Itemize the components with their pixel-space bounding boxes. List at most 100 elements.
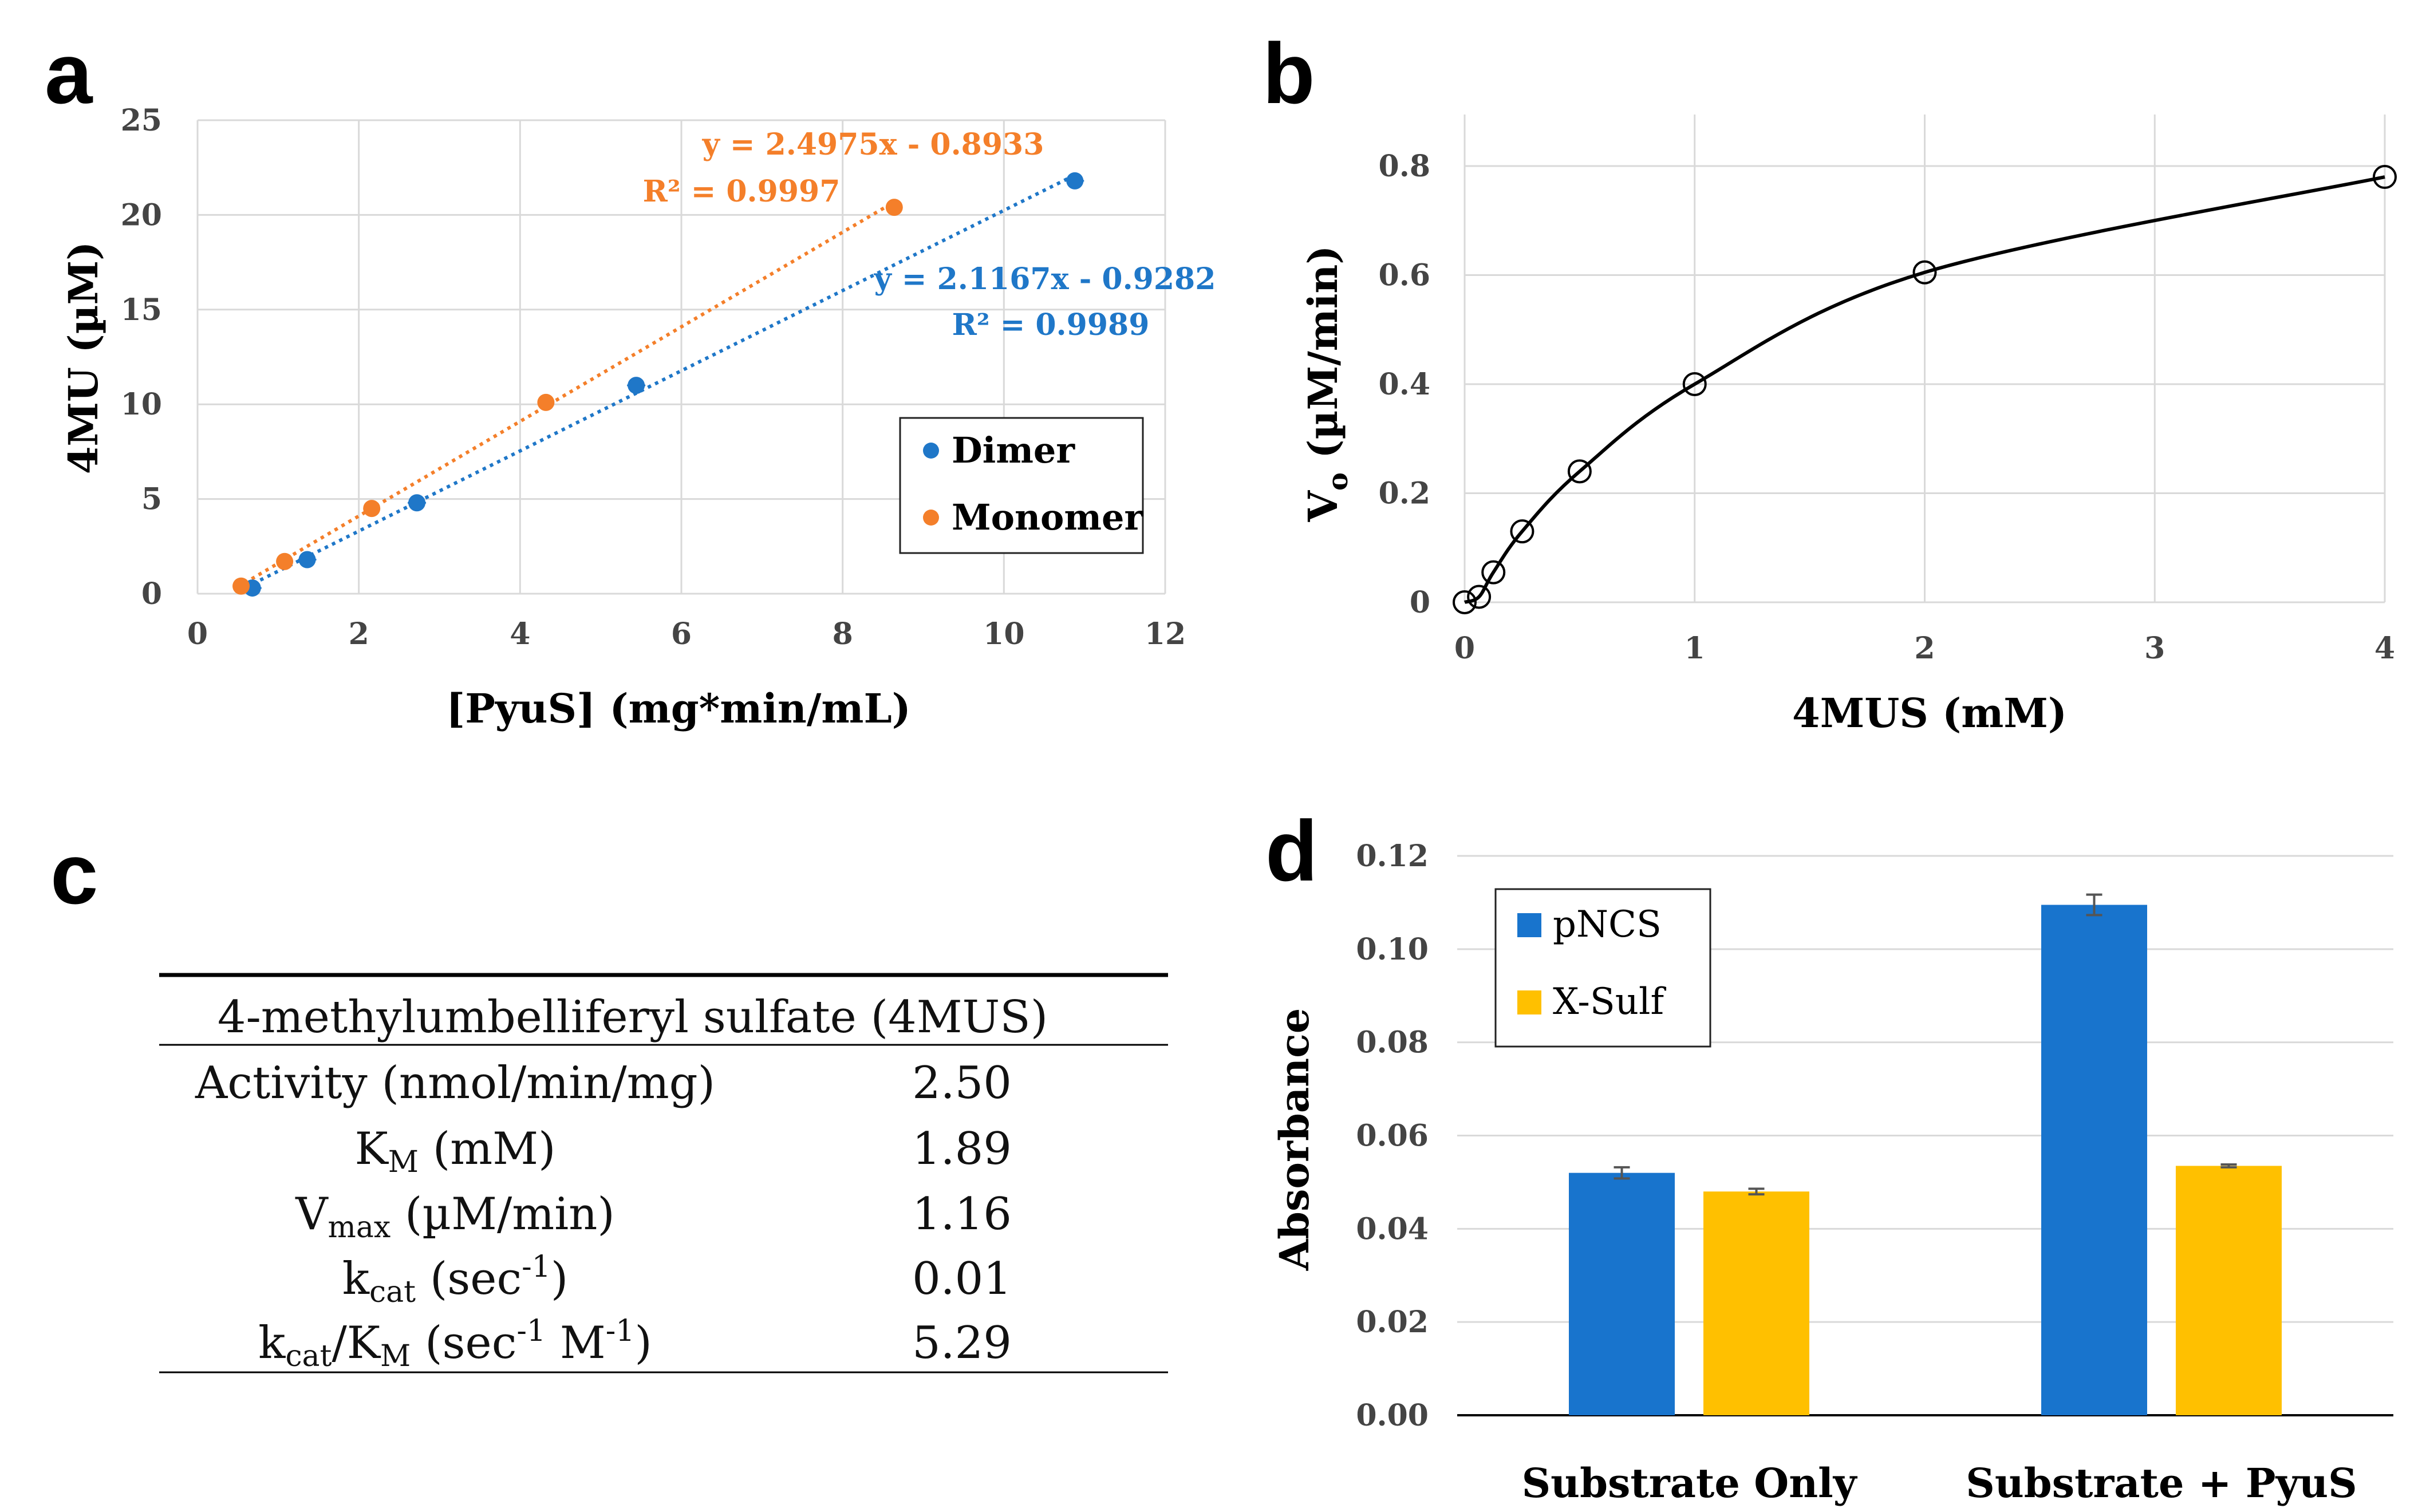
x-tick-label: 4	[510, 617, 530, 652]
x-tick-label: 2	[349, 617, 369, 652]
table-header: 4-methylumbelliferyl sulfate (4MUS)	[218, 992, 1048, 1043]
x-tick-label: 12	[1145, 617, 1186, 652]
y-tick-label: 0.6	[1379, 258, 1430, 293]
panel-d-ticks: 0.00 0.02 0.04 0.06 0.08 0.10 0.12 Substrate On…	[1356, 839, 2357, 1507]
rate-data-point	[1912, 260, 1937, 285]
legend-dimer-marker	[923, 443, 939, 459]
pncs-bar	[1569, 1173, 1675, 1415]
y-tick-label: 25	[121, 103, 162, 138]
table-row-value: 0.01	[912, 1253, 1012, 1305]
legend-xsulf-swatch	[1517, 990, 1541, 1014]
rate-data-point	[1567, 459, 1592, 484]
dimer-data-point	[298, 551, 316, 569]
dimer-equation: y = 2.1167x - 0.9282	[874, 262, 1216, 297]
panel-a-trendlines	[236, 172, 1078, 589]
monomer-data-point	[232, 577, 250, 595]
panel-d-chart: 0.00 0.02 0.04 0.06 0.08 0.10 0.12 Substrate On…	[1271, 839, 2393, 1507]
legend-monomer-label: Monomer	[952, 496, 1143, 538]
rate-data-point	[1453, 590, 1477, 614]
panel-a-y-title: 4MU (µM)	[60, 242, 107, 475]
panel-letter-a: a	[45, 25, 93, 121]
monomer-trendline	[236, 200, 896, 589]
panel-letter-b: b	[1263, 25, 1315, 121]
y-tick-label: 20	[121, 198, 162, 232]
panel-letter-d: d	[1265, 803, 1318, 899]
category-label: Substrate Only	[1522, 1459, 1858, 1507]
legend-monomer-marker	[923, 510, 939, 526]
rate-data-point	[1481, 560, 1506, 585]
panel-b-chart: 0 1 2 3 4 0 0.2 0.4 0.6 0.8 4MUS (mM) Vo (µM/min)	[1299, 115, 2397, 737]
monomer-data-point	[885, 199, 903, 216]
monomer-r2: R² = 0.9997	[643, 174, 841, 209]
y-tick-label: 0.02	[1356, 1305, 1429, 1340]
table-row-value: 5.29	[912, 1317, 1012, 1369]
dimer-data-point	[628, 377, 645, 394]
panel-d-legend: pNCS X-Sulf	[1494, 888, 1711, 1048]
y-tick-label: 0.2	[1379, 476, 1430, 511]
table-row-value: 1.16	[912, 1189, 1012, 1240]
pncs-bar	[2041, 905, 2147, 1415]
y-tick-label: 0	[1410, 585, 1430, 620]
monomer-equation: y = 2.4975x - 0.8933	[702, 127, 1044, 162]
rate-data-point	[1682, 372, 1707, 396]
dimer-r2: R² = 0.9989	[952, 307, 1150, 342]
x-tick-label: 0	[187, 617, 208, 652]
table-row-value: 1.89	[912, 1123, 1012, 1175]
panel-b-y-title: Vo (µM/min)	[1299, 246, 1354, 523]
panel-a-x-title: [PyuS] (mg*min/mL)	[446, 685, 911, 732]
monomer-data-point	[276, 552, 294, 570]
dimer-data-point	[408, 494, 426, 512]
panel-b-grid	[1463, 115, 2386, 603]
panel-a-legend: Dimer Monomer	[899, 417, 1144, 554]
x-tick-label: 8	[833, 617, 853, 652]
panel-a-ticks: 0 2 4 6 8 10 12 0 5 10 15 20 25	[121, 103, 1186, 652]
x-tick-label: 2	[1914, 631, 1935, 666]
panel-b-x-title: 4MUS (mM)	[1792, 689, 2067, 737]
legend-pncs-label: pNCS	[1553, 903, 1662, 946]
y-tick-label: 0.06	[1356, 1119, 1429, 1154]
y-tick-label: 5	[141, 482, 162, 517]
legend-xsulf-label: X-Sulf	[1553, 981, 1666, 1023]
panel-letter-c: c	[50, 826, 98, 922]
panel-a-chart: 0 2 4 6 8 10 12 0 5 10 15 20 25 y = 2.4975x - 0.8933…	[60, 103, 1216, 732]
y-tick-label: 0.08	[1356, 1025, 1429, 1060]
y-tick-label: 0.00	[1356, 1398, 1429, 1433]
table-row-label: Vmax (µM/min)	[295, 1189, 615, 1245]
legend-pncs-swatch	[1517, 913, 1541, 937]
y-tick-label: 0.12	[1356, 839, 1429, 874]
x-tick-label: 6	[671, 617, 692, 652]
panel-d-y-title: Absorbance	[1271, 1008, 1318, 1272]
panel-b-points	[1453, 165, 2397, 614]
y-tick-label: 0.10	[1356, 932, 1429, 967]
panel-b-ticks: 0 1 2 3 4 0 0.2 0.4 0.6 0.8	[1379, 149, 2396, 666]
y-tick-label: 0	[141, 577, 162, 611]
rate-data-point	[1467, 585, 1492, 609]
panel-c-table: 4-methylumbelliferyl sulfate (4MUS) Acti…	[159, 973, 1168, 1373]
y-tick-label: 0.4	[1379, 367, 1430, 402]
panel-b-fit-curve	[1463, 175, 2385, 604]
y-tick-label: 15	[121, 293, 162, 327]
y-tick-label: 0.8	[1379, 149, 1430, 184]
table-row-label: Activity (nmol/min/mg)	[195, 1057, 715, 1109]
legend-dimer-label: Dimer	[952, 429, 1075, 471]
table-row-label: kcat/KM (sec-1 M-1)	[258, 1314, 652, 1373]
panel-d-bars	[1569, 893, 2282, 1415]
dimer-data-point	[1066, 172, 1084, 190]
panel-a-grid	[196, 119, 1166, 595]
table-row-value: 2.50	[912, 1057, 1012, 1109]
x-tick-label: 4	[2374, 631, 2395, 666]
category-label: Substrate + PyuS	[1966, 1459, 2357, 1507]
panel-a-points	[232, 172, 1084, 597]
x-tick-label: 3	[2144, 631, 2165, 666]
rate-data-point	[2373, 165, 2397, 190]
x-tick-label: 10	[983, 617, 1024, 652]
dimer-trendline	[245, 172, 1078, 589]
xsulf-bar	[1703, 1191, 1809, 1415]
table-row-label: KM (mM)	[354, 1123, 555, 1179]
monomer-data-point	[537, 393, 555, 411]
x-tick-label: 0	[1454, 631, 1475, 666]
rate-data-point	[1510, 519, 1534, 544]
table-row-label: kcat (sec-1)	[342, 1250, 569, 1309]
y-tick-label: 0.04	[1356, 1211, 1429, 1246]
